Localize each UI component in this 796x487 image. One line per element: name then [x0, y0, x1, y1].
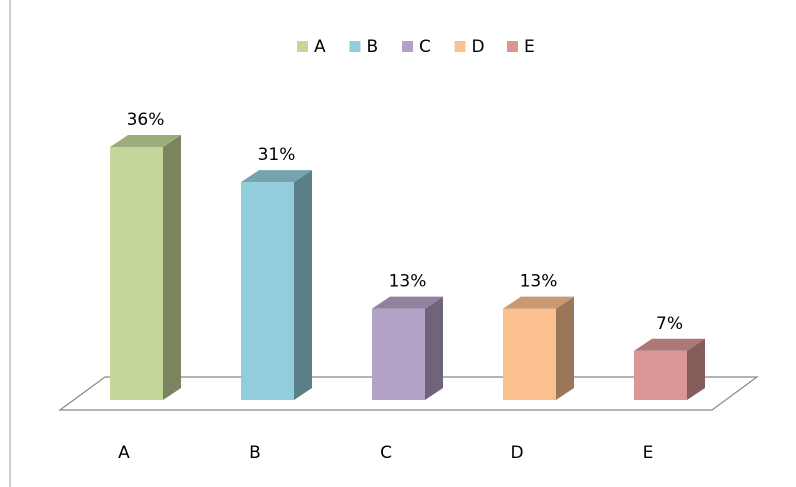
bar-front — [503, 308, 556, 400]
bar — [110, 135, 181, 400]
bar-top — [634, 338, 705, 351]
bar-top — [241, 170, 312, 183]
bar-front — [241, 182, 294, 400]
legend-swatch — [507, 41, 518, 52]
x-tick-label: C — [380, 443, 392, 463]
legend-label: A — [314, 37, 326, 57]
bar-top — [503, 296, 574, 309]
bar-front — [110, 147, 163, 400]
bar-top — [372, 296, 443, 309]
legend-label: C — [419, 37, 431, 57]
value-label: 31% — [258, 145, 296, 165]
legend-label: B — [367, 37, 379, 57]
bar-side — [294, 170, 312, 400]
value-label: 7% — [656, 314, 683, 334]
bar-front — [372, 308, 425, 400]
legend-swatch — [402, 41, 413, 52]
legend-swatch — [297, 41, 308, 52]
bar-side — [425, 296, 443, 400]
x-tick-label: A — [118, 443, 130, 463]
value-label: 13% — [389, 272, 427, 292]
x-tick-label: D — [510, 443, 523, 463]
value-label: 36% — [127, 110, 165, 130]
legend-label: D — [472, 37, 485, 57]
bar-side — [163, 135, 181, 400]
bar-top — [110, 135, 181, 147]
legend-swatch — [349, 41, 361, 52]
bar — [372, 296, 443, 400]
bar-front — [634, 350, 687, 400]
x-tick-label: E — [643, 443, 654, 463]
bar-side — [687, 338, 705, 400]
value-label: 13% — [520, 272, 558, 292]
bar — [503, 296, 574, 400]
x-tick-label: B — [249, 443, 261, 463]
bar — [634, 338, 705, 400]
legend-label: E — [524, 37, 535, 57]
legend-swatch — [454, 41, 466, 52]
bar — [241, 170, 312, 400]
bar-side — [556, 296, 574, 400]
